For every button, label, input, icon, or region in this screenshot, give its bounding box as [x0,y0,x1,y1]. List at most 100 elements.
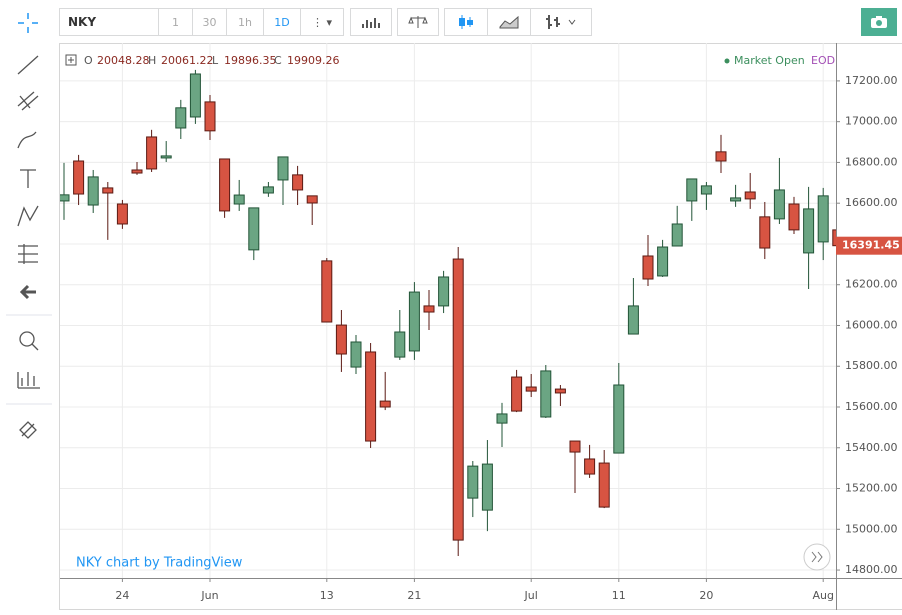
interval-button[interactable]: 30 [192,8,227,36]
magnet-tool[interactable] [19,421,37,439]
bars-button[interactable] [530,8,592,36]
candle-body [744,191,756,200]
candle-body [60,194,70,202]
bars-tool[interactable] [17,372,40,389]
candle-body [803,208,815,254]
candle-body [598,462,610,508]
candle-body [219,158,231,212]
candle-body [394,331,406,358]
candle-body [321,260,333,323]
candle-body [817,195,829,243]
text-tool[interactable] [20,169,36,188]
status-dot [724,58,730,64]
candle-body [511,376,523,412]
x-tick-label: 11 [612,589,626,602]
icon [362,18,380,28]
y-tick-label: 17200.00 [845,74,898,87]
trendline-tool[interactable] [17,55,39,75]
icon [546,15,576,29]
candle-body [496,413,508,424]
pattern-tool[interactable] [17,205,39,227]
measure-tool[interactable] [18,244,38,264]
candles [60,69,836,556]
candle-body [671,223,683,247]
y-tick-label: 15600.00 [845,400,898,413]
symbol-input[interactable]: NKY [59,8,159,36]
candle-body [277,156,289,181]
candle-body [233,194,245,205]
area-button[interactable] [487,8,531,36]
candle-body [481,463,493,511]
icon [68,57,74,63]
last-price-tag [836,236,902,255]
legend: O 20048.28 H 20061.22 L 19896.35 C 19909… [65,54,835,67]
candles-button[interactable] [444,8,488,36]
candle-body [175,107,187,129]
candle-body [423,305,435,313]
legend-value: 19896.35 [224,54,277,67]
snapshot-button[interactable] [861,8,897,36]
grid [60,43,836,578]
candle-body [686,178,698,202]
candle-body [467,465,479,499]
legend-label: O [84,54,93,67]
crosshair-tool[interactable] [18,13,38,33]
legend-value: 20061.22 [161,54,214,67]
candle-body [189,73,201,118]
candle-body [87,176,99,206]
x-tick-label: 21 [407,589,421,602]
candle-body [116,203,128,225]
candle-body [365,351,377,442]
compare-button[interactable] [397,8,439,36]
candle-body [730,197,742,202]
fib-tool[interactable] [17,91,39,111]
x-tick-label: Aug [812,589,833,602]
candle-body [715,151,727,162]
candle-body [262,186,274,194]
indicators-button[interactable] [350,8,392,36]
icon [408,16,428,28]
brush-tool[interactable] [17,131,37,149]
candle-body [438,276,450,307]
icon [459,15,473,29]
candle-body [73,160,85,195]
candle-body [584,458,596,475]
last-price-label: 16391.45 [842,239,900,252]
candle-body [657,246,669,277]
candle-body [700,185,712,195]
legend-label: C [274,54,282,67]
legend-label: H [148,54,156,67]
candle-body [292,174,304,191]
legend-toggle[interactable] [65,54,77,66]
candle-body [525,386,537,392]
watermark: NKY chart by TradingView [76,556,243,571]
candle-body [832,229,836,247]
candle-body [569,440,581,453]
y-tick-label: 16600.00 [845,196,898,209]
more-intervals[interactable]: ⋮ ▾ [300,8,344,36]
y-tick-label: 16000.00 [845,318,898,331]
candle-body [379,400,391,408]
candle-body [759,216,771,249]
y-tick-label: 15800.00 [845,359,898,372]
y-tick-label: 15000.00 [845,522,898,535]
candle-body [160,155,172,159]
candle-body [248,207,260,251]
zoom-tool[interactable] [19,331,35,347]
y-tick-label: 16200.00 [845,278,898,291]
back-tool[interactable] [19,284,36,300]
legend-value: 20048.28 [97,54,150,67]
candle-body [554,388,566,394]
candle-body [773,189,785,220]
candle-body [350,341,362,368]
interval-button[interactable]: 1 [158,8,193,36]
y-tick-label: 14800.00 [845,563,898,576]
x-tick-label: 20 [699,589,713,602]
axis-labels: 14800.00 15000.00 15200.00 15400.00 15600.00… [115,74,902,602]
chart-frame [59,43,902,610]
candle-body [131,169,143,174]
icon [499,15,519,29]
scroll-button[interactable] [803,543,831,571]
